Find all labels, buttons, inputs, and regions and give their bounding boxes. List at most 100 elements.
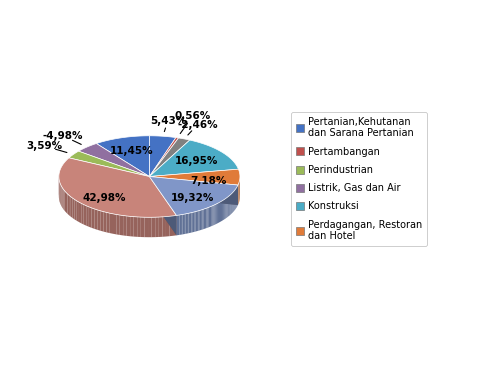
Text: 19,32%: 19,32%: [171, 193, 215, 203]
Polygon shape: [184, 214, 186, 234]
Polygon shape: [189, 213, 190, 233]
Polygon shape: [123, 216, 126, 236]
Polygon shape: [217, 203, 218, 224]
Polygon shape: [126, 216, 130, 236]
Legend: Pertanian,Kehutanan
dan Sarana Pertanian, Pertambangan, Perindustrian, Listrik, : Pertanian,Kehutanan dan Sarana Pertanian…: [291, 112, 427, 246]
Polygon shape: [219, 202, 220, 223]
Polygon shape: [226, 198, 227, 219]
Polygon shape: [144, 217, 148, 237]
Polygon shape: [63, 189, 65, 211]
Polygon shape: [73, 198, 75, 219]
Polygon shape: [227, 197, 228, 218]
Polygon shape: [220, 201, 221, 222]
Text: -2,46%: -2,46%: [177, 120, 218, 130]
Polygon shape: [86, 206, 89, 227]
Polygon shape: [223, 200, 224, 220]
Text: 7,18%: 7,18%: [190, 176, 227, 186]
Polygon shape: [196, 211, 197, 232]
Polygon shape: [173, 216, 176, 236]
Polygon shape: [117, 214, 120, 235]
Polygon shape: [222, 200, 223, 221]
Polygon shape: [183, 214, 184, 234]
Polygon shape: [77, 201, 79, 222]
Polygon shape: [148, 217, 151, 237]
Polygon shape: [120, 215, 123, 235]
Polygon shape: [201, 210, 203, 230]
Polygon shape: [206, 208, 208, 228]
Polygon shape: [151, 217, 155, 237]
Polygon shape: [210, 206, 211, 227]
Text: 16,95%: 16,95%: [175, 156, 218, 166]
Polygon shape: [97, 210, 100, 231]
Polygon shape: [155, 217, 159, 237]
Polygon shape: [149, 176, 176, 235]
Polygon shape: [228, 196, 229, 217]
Polygon shape: [66, 192, 68, 214]
Polygon shape: [162, 217, 166, 237]
Polygon shape: [149, 176, 176, 235]
Polygon shape: [235, 189, 236, 210]
Polygon shape: [84, 204, 86, 226]
Polygon shape: [200, 210, 201, 230]
Polygon shape: [149, 140, 239, 176]
Polygon shape: [92, 208, 95, 229]
Polygon shape: [133, 217, 137, 237]
Polygon shape: [221, 201, 222, 222]
Polygon shape: [208, 207, 209, 228]
Polygon shape: [69, 195, 71, 217]
Polygon shape: [149, 138, 178, 176]
Polygon shape: [96, 136, 149, 176]
Polygon shape: [104, 211, 107, 232]
Polygon shape: [231, 193, 232, 214]
Polygon shape: [62, 188, 63, 209]
Polygon shape: [194, 211, 196, 232]
Text: 11,45%: 11,45%: [110, 146, 153, 156]
Polygon shape: [59, 158, 176, 217]
Polygon shape: [209, 207, 210, 227]
Text: 42,98%: 42,98%: [83, 192, 126, 203]
Polygon shape: [65, 191, 66, 212]
Polygon shape: [149, 176, 238, 205]
Polygon shape: [149, 138, 190, 176]
Polygon shape: [218, 203, 219, 223]
Polygon shape: [197, 211, 198, 231]
Text: 5,43%: 5,43%: [150, 116, 186, 126]
Polygon shape: [176, 215, 178, 235]
Polygon shape: [193, 212, 194, 232]
Polygon shape: [230, 195, 231, 215]
Polygon shape: [233, 191, 234, 212]
Text: 0,56%: 0,56%: [174, 112, 211, 122]
Polygon shape: [137, 217, 141, 237]
Polygon shape: [149, 169, 240, 185]
Polygon shape: [190, 213, 191, 233]
Polygon shape: [169, 216, 173, 236]
Polygon shape: [149, 136, 176, 176]
Polygon shape: [234, 191, 235, 211]
Polygon shape: [203, 209, 204, 229]
Polygon shape: [216, 204, 217, 224]
Polygon shape: [211, 206, 212, 226]
Polygon shape: [71, 197, 73, 218]
Polygon shape: [107, 213, 110, 233]
Polygon shape: [166, 216, 169, 236]
Polygon shape: [215, 204, 216, 225]
Polygon shape: [191, 212, 193, 232]
Polygon shape: [225, 198, 226, 219]
Polygon shape: [178, 215, 180, 235]
Polygon shape: [187, 213, 189, 233]
Polygon shape: [61, 186, 62, 208]
Polygon shape: [205, 208, 206, 229]
Polygon shape: [100, 211, 104, 232]
Polygon shape: [60, 183, 61, 205]
Polygon shape: [149, 176, 238, 216]
Polygon shape: [141, 217, 144, 237]
Polygon shape: [186, 214, 187, 234]
Polygon shape: [212, 205, 214, 226]
Text: 3,59%: 3,59%: [26, 141, 63, 151]
Polygon shape: [198, 210, 200, 231]
Polygon shape: [214, 205, 215, 225]
Polygon shape: [95, 209, 97, 230]
Polygon shape: [75, 200, 77, 221]
Text: -4,98%: -4,98%: [43, 131, 83, 141]
Polygon shape: [79, 144, 149, 176]
